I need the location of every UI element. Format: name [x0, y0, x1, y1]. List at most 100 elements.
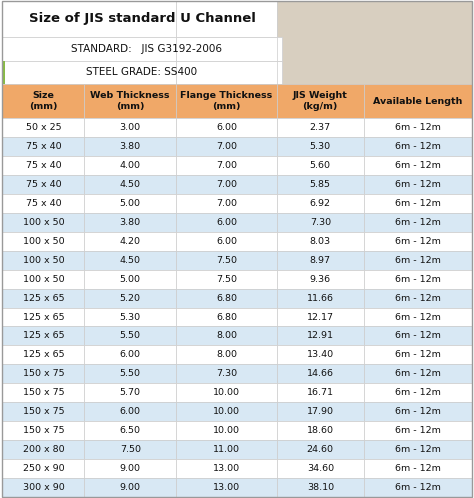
Bar — [176, 1, 277, 37]
Bar — [84, 421, 176, 440]
Bar — [364, 84, 472, 118]
Bar — [364, 213, 472, 232]
Text: 5.50: 5.50 — [120, 332, 141, 341]
Bar — [277, 232, 364, 250]
Text: 5.85: 5.85 — [310, 180, 331, 189]
Bar — [364, 175, 472, 194]
Bar — [364, 308, 472, 327]
Text: 250 x 90: 250 x 90 — [23, 464, 64, 473]
Bar — [84, 269, 176, 288]
Text: 6m - 12m: 6m - 12m — [395, 237, 441, 246]
Bar — [84, 365, 176, 383]
Text: 5.60: 5.60 — [310, 161, 331, 170]
Bar — [364, 269, 472, 288]
Bar — [2, 440, 84, 459]
Bar — [176, 61, 282, 84]
Text: 8.00: 8.00 — [216, 351, 237, 360]
Text: 6.92: 6.92 — [310, 199, 331, 208]
Bar — [364, 250, 472, 269]
Bar — [84, 232, 176, 250]
Text: 100 x 50: 100 x 50 — [23, 274, 64, 283]
Text: 6m - 12m: 6m - 12m — [395, 313, 441, 322]
Text: 100 x 50: 100 x 50 — [23, 255, 64, 264]
Bar — [277, 327, 364, 346]
Bar — [364, 137, 472, 156]
Text: 7.30: 7.30 — [310, 218, 331, 227]
Text: 100 x 50: 100 x 50 — [23, 218, 64, 227]
Text: Size
(mm): Size (mm) — [29, 91, 58, 111]
Text: 17.90: 17.90 — [307, 407, 334, 416]
Text: 5.30: 5.30 — [310, 142, 331, 151]
Bar — [176, 478, 277, 497]
Bar — [277, 478, 364, 497]
Text: 10.00: 10.00 — [213, 426, 240, 435]
Text: 6.50: 6.50 — [120, 426, 141, 435]
Bar — [277, 308, 364, 327]
Bar — [176, 156, 277, 175]
Bar — [277, 269, 364, 288]
Text: 9.00: 9.00 — [120, 464, 141, 473]
Bar — [84, 84, 176, 118]
Text: 125 x 65: 125 x 65 — [23, 293, 64, 303]
Text: 150 x 75: 150 x 75 — [23, 426, 64, 435]
Text: 6m - 12m: 6m - 12m — [395, 161, 441, 170]
Text: 7.00: 7.00 — [216, 161, 237, 170]
Text: 6.00: 6.00 — [216, 237, 237, 246]
Bar — [277, 213, 364, 232]
Text: 6m - 12m: 6m - 12m — [395, 274, 441, 283]
Text: 125 x 65: 125 x 65 — [23, 332, 64, 341]
Bar — [84, 327, 176, 346]
Text: 7.00: 7.00 — [216, 142, 237, 151]
Bar — [364, 383, 472, 402]
Text: 8.97: 8.97 — [310, 255, 331, 264]
Text: 34.60: 34.60 — [307, 464, 334, 473]
Text: Available Length: Available Length — [373, 97, 462, 106]
Bar — [277, 365, 364, 383]
Bar — [2, 459, 84, 478]
Bar — [84, 137, 176, 156]
Bar — [2, 84, 84, 118]
Text: 18.60: 18.60 — [307, 426, 334, 435]
Text: Web Thickness
(mm): Web Thickness (mm) — [91, 91, 170, 111]
Bar — [176, 1, 282, 37]
Bar — [277, 1, 472, 84]
Bar — [2, 478, 84, 497]
Text: 13.00: 13.00 — [213, 483, 240, 492]
Text: 5.30: 5.30 — [119, 313, 141, 322]
Text: 150 x 75: 150 x 75 — [23, 388, 64, 397]
Text: 5.50: 5.50 — [120, 370, 141, 378]
Text: 125 x 65: 125 x 65 — [23, 351, 64, 360]
Text: 7.00: 7.00 — [216, 180, 237, 189]
Bar — [176, 137, 277, 156]
Text: 7.00: 7.00 — [216, 199, 237, 208]
Bar — [84, 383, 176, 402]
Bar — [2, 232, 84, 250]
Bar — [2, 288, 84, 308]
Text: JIS Weight
(kg/m): JIS Weight (kg/m) — [293, 91, 348, 111]
Bar — [364, 194, 472, 213]
Bar — [2, 308, 84, 327]
Bar — [2, 175, 84, 194]
Text: 8.00: 8.00 — [216, 332, 237, 341]
Text: 7.50: 7.50 — [120, 445, 141, 454]
Bar — [364, 459, 472, 478]
Text: 6.80: 6.80 — [216, 313, 237, 322]
Bar — [84, 459, 176, 478]
Text: 16.71: 16.71 — [307, 388, 334, 397]
Bar — [176, 459, 277, 478]
Text: 100 x 50: 100 x 50 — [23, 237, 64, 246]
Bar — [2, 194, 84, 213]
Text: 6m - 12m: 6m - 12m — [395, 388, 441, 397]
Bar — [2, 1, 282, 37]
Bar — [364, 156, 472, 175]
Bar — [277, 402, 364, 421]
Bar — [176, 213, 277, 232]
Bar — [176, 232, 277, 250]
Text: 6m - 12m: 6m - 12m — [395, 445, 441, 454]
Text: 2.37: 2.37 — [310, 123, 331, 132]
Text: 5.00: 5.00 — [120, 274, 141, 283]
Text: 6m - 12m: 6m - 12m — [395, 293, 441, 303]
Bar — [2, 156, 84, 175]
Bar — [176, 327, 277, 346]
Bar — [277, 84, 364, 118]
